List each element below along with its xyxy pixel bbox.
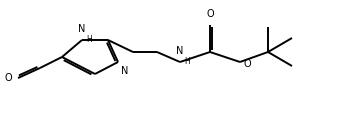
- Text: N: N: [78, 24, 86, 34]
- Text: N: N: [121, 66, 128, 76]
- Text: O: O: [206, 9, 214, 19]
- Text: O: O: [244, 59, 251, 69]
- Text: H: H: [184, 57, 190, 66]
- Text: N: N: [176, 46, 184, 56]
- Text: H: H: [86, 36, 92, 45]
- Text: O: O: [4, 73, 12, 83]
